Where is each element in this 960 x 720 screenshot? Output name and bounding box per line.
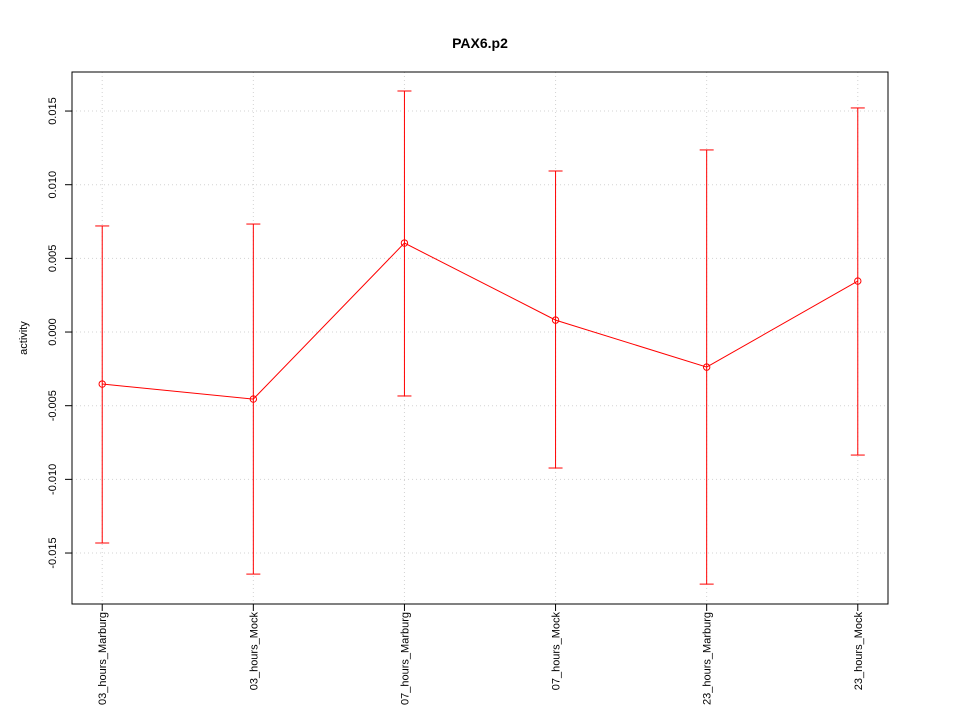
- y-tick-label: -0.010: [47, 464, 59, 495]
- error-bar: [548, 170, 563, 469]
- data-point: [854, 277, 862, 285]
- plot-frame: [71, 71, 889, 605]
- data-point: [551, 316, 560, 324]
- y-tick-label: 0.000: [47, 318, 59, 346]
- x-tick-label: 03_hours_Marburg: [97, 612, 109, 705]
- y-tick-label: 0.015: [47, 97, 59, 125]
- y-tick-label: -0.005: [47, 390, 59, 421]
- data-point: [400, 239, 409, 247]
- data-line: [102, 242, 859, 400]
- y-axis-label: activity: [18, 321, 30, 355]
- x-tick-label: 07_hours_Marburg: [399, 612, 411, 705]
- y-tick-label: -0.015: [47, 537, 59, 568]
- y-tick-label: 0.005: [47, 245, 59, 273]
- y-tick-label: 0.010: [47, 171, 59, 199]
- chart-title: PAX6.p2: [452, 35, 508, 51]
- x-tick-label: 23_hours_Marburg: [702, 612, 714, 705]
- data-point: [702, 363, 711, 371]
- data-point: [249, 395, 258, 403]
- x-tick-label: 03_hours_Mock: [248, 612, 260, 691]
- data-point: [98, 380, 106, 388]
- x-tick-label: 23_hours_Mock: [853, 612, 865, 691]
- x-tick-label: 07_hours_Mock: [551, 612, 563, 691]
